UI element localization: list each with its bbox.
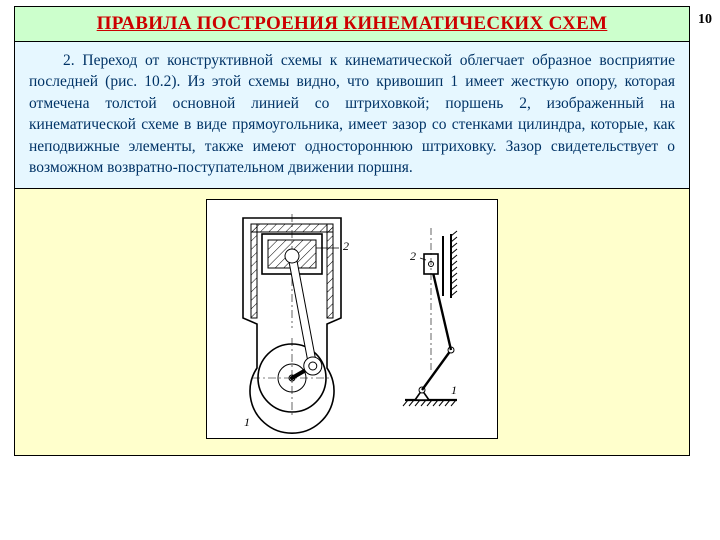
svg-text:1: 1 <box>244 415 250 429</box>
svg-text:2: 2 <box>343 239 349 253</box>
paragraph-text: 2. Переход от конструктивной схемы к кин… <box>29 52 675 176</box>
title-row: ПРАВИЛА ПОСТРОЕНИЯ КИНЕМАТИЧЕСКИХ СХЕМ <box>15 7 689 42</box>
figure-row: 1 2 1 2 <box>15 189 689 455</box>
page-title: ПРАВИЛА ПОСТРОЕНИЯ КИНЕМАТИЧЕСКИХ СХЕМ <box>97 13 608 34</box>
figure-diagram: 1 2 1 2 <box>206 199 498 439</box>
page-number: 10 <box>698 12 712 28</box>
content-table: ПРАВИЛА ПОСТРОЕНИЯ КИНЕМАТИЧЕСКИХ СХЕМ 2… <box>14 6 690 456</box>
svg-text:2: 2 <box>410 249 416 263</box>
svg-text:1: 1 <box>451 383 457 397</box>
body-paragraph: 2. Переход от конструктивной схемы к кин… <box>15 42 689 189</box>
